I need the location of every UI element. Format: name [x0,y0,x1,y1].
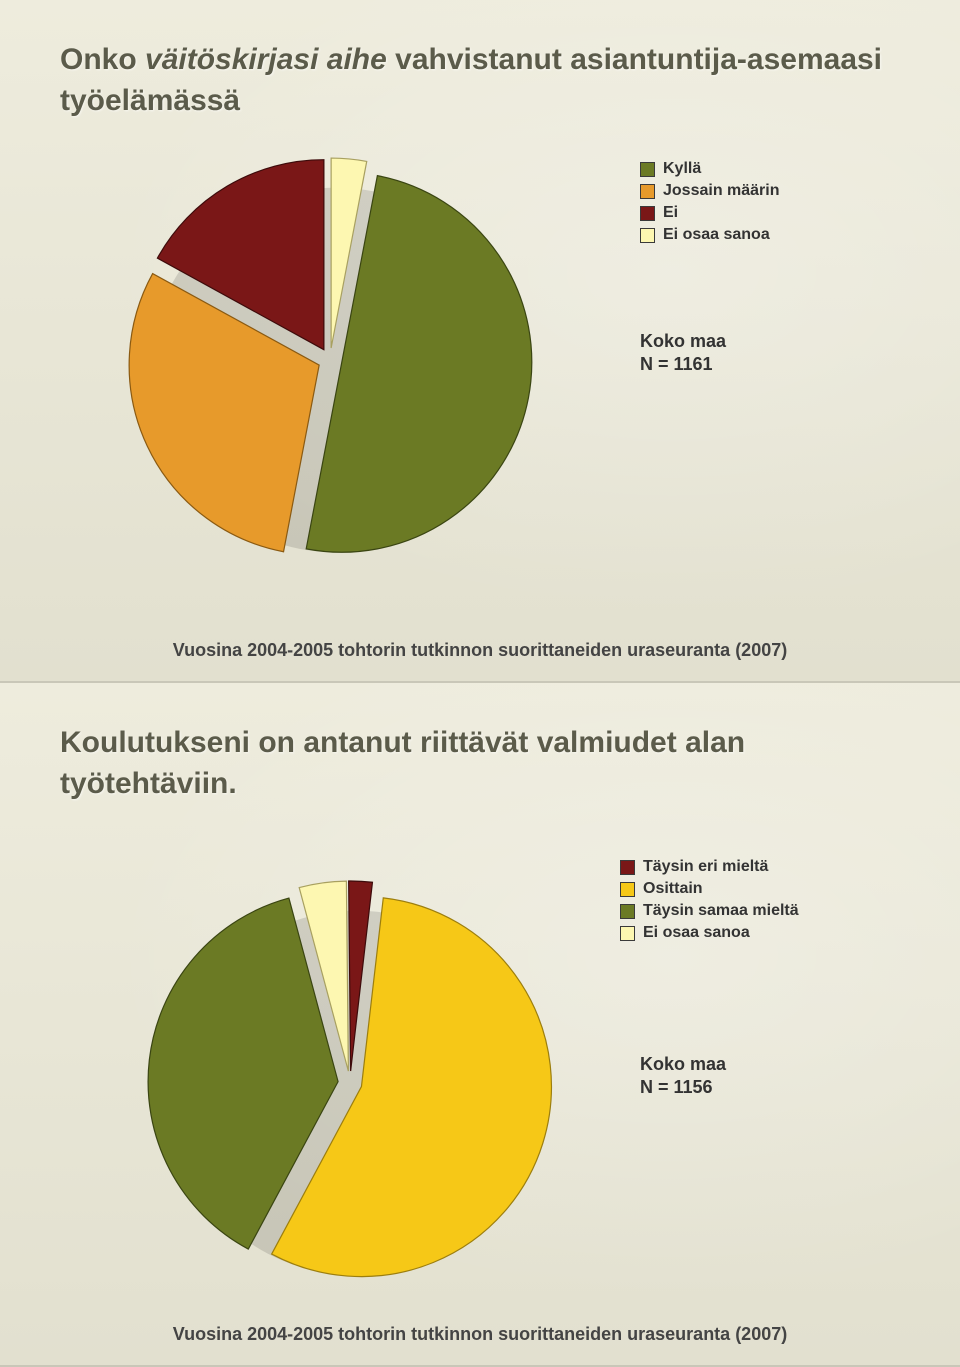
legend-swatch [620,904,635,919]
legend-item: Jossain määrin [640,182,780,200]
legend-1: Kyllä Jossain määrin Ei Ei osaa sanoa [640,160,780,248]
legend-label: Jossain määrin [663,182,780,200]
legend-item: Ei [640,204,780,222]
legend-label: Ei osaa sanoa [663,226,770,244]
legend-swatch [640,184,655,199]
legend-swatch [640,206,655,221]
legend-label: Kyllä [663,160,701,178]
caption-2: Koko maa N = 1156 [640,1053,726,1100]
caption-2-line2: N = 1156 [640,1076,726,1099]
pie-chart-1 [116,146,544,574]
legend-label: Osittain [643,880,703,898]
legend-swatch [620,860,635,875]
legend-item: Ei osaa sanoa [640,226,780,244]
legend-item: Kyllä [640,160,780,178]
caption-1: Koko maa N = 1161 [640,330,726,377]
legend-item: Osittain [620,880,799,898]
slide-1: Onko väitöskirjasi aihe vahvistanut asia… [0,0,960,683]
legend-swatch [620,882,635,897]
legend-swatch [640,162,655,177]
pie-chart-2 [136,869,564,1297]
caption-1-line1: Koko maa [640,330,726,353]
footer-1: Vuosina 2004-2005 tohtorin tutkinnon suo… [0,640,960,661]
legend-swatch [620,926,635,941]
legend-label: Ei osaa sanoa [643,924,750,942]
slide-2: Koulutukseni on antanut riittävät valmiu… [0,683,960,1367]
legend-label: Ei [663,204,678,222]
legend-label: Täysin eri mieltä [643,858,768,876]
legend-2: Täysin eri mieltä Osittain Täysin samaa mi… [620,858,799,946]
legend-label: Täysin samaa mieltä [643,902,799,920]
caption-2-line1: Koko maa [640,1053,726,1076]
slide-2-title: Koulutukseni on antanut riittävät valmiu… [60,723,900,804]
legend-item: Ei osaa sanoa [620,924,799,942]
slide-1-title: Onko väitöskirjasi aihe vahvistanut asia… [60,40,900,121]
footer-2: Vuosina 2004-2005 tohtorin tutkinnon suo… [0,1324,960,1345]
caption-1-line2: N = 1161 [640,353,726,376]
legend-item: Täysin samaa mieltä [620,902,799,920]
legend-swatch [640,228,655,243]
legend-item: Täysin eri mieltä [620,858,799,876]
